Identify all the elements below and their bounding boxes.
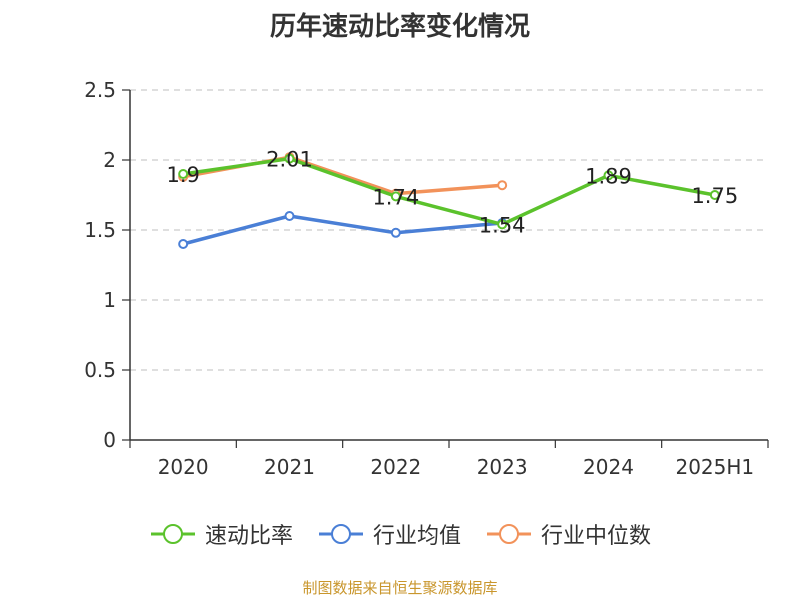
y-tick-label: 1.5 <box>84 218 116 242</box>
data-point <box>603 170 614 181</box>
x-tick-label: 2024 <box>583 455 634 479</box>
data-label: 1.74 <box>372 185 419 209</box>
legend-label: 行业中位数 <box>541 524 652 549</box>
legend-swatch-icon <box>318 524 363 544</box>
legend-swatch-icon <box>150 524 195 544</box>
data-label: 2.01 <box>266 148 313 172</box>
x-tick-label: 2021 <box>264 455 315 479</box>
data-point <box>497 180 508 191</box>
data-point <box>284 153 295 164</box>
y-tick-label: 2 <box>103 148 116 172</box>
data-source-note: 制图数据来自恒生聚源数据库 <box>302 579 498 597</box>
legend-item[interactable]: 速动比率 <box>149 518 293 550</box>
chart-title: 历年速动比率变化情况 <box>269 12 530 42</box>
legend-label: 行业均值 <box>372 524 461 549</box>
y-tick-label: 1 <box>103 288 116 312</box>
y-tick-label: 2.5 <box>84 78 116 102</box>
data-point <box>709 190 720 200</box>
series-line-2 <box>182 155 503 196</box>
data-label: 1.89 <box>585 164 632 188</box>
legend-item[interactable]: 行业中位数 <box>485 518 651 550</box>
chart-legend: 速动比率 行业均值 行业中位数 <box>0 518 800 550</box>
data-point <box>178 169 189 179</box>
y-tick-label: 0.5 <box>84 358 116 382</box>
x-tick-label: 2023 <box>477 455 528 479</box>
legend-label: 速动比率 <box>204 524 293 549</box>
x-tick-label: 2025H1 <box>675 455 754 479</box>
series-line-1 <box>182 214 503 246</box>
x-tick-label: 2022 <box>370 455 421 479</box>
data-label: 1.9 <box>166 163 199 187</box>
x-tick-label: 2020 <box>158 455 209 479</box>
legend-item[interactable]: 行业均值 <box>317 518 461 550</box>
data-point <box>390 191 401 202</box>
data-point <box>390 227 401 238</box>
legend-swatch-icon <box>487 524 531 544</box>
data-label: 1.75 <box>691 184 738 208</box>
data-point <box>284 211 295 221</box>
data-point <box>178 239 189 249</box>
series-line-0 <box>182 156 716 227</box>
data-point <box>497 219 508 230</box>
data-label: 1.54 <box>479 213 526 237</box>
y-tick-label: 0 <box>103 428 116 452</box>
